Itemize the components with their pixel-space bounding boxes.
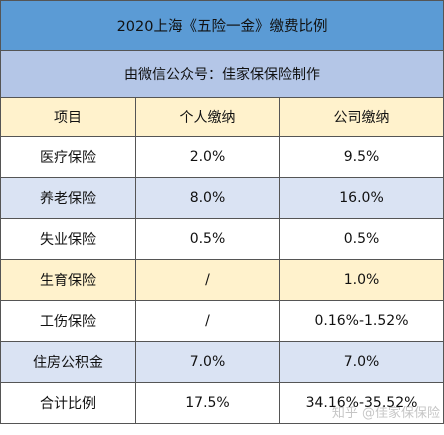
row-item: 养老保险 bbox=[0, 177, 136, 219]
row-personal: / bbox=[135, 300, 280, 342]
row-company: 1.0% bbox=[278, 259, 444, 301]
table-row: 生育保险 / 1.0% bbox=[0, 259, 444, 301]
row-item: 合计比例 bbox=[0, 382, 136, 424]
row-item: 住房公积金 bbox=[0, 341, 136, 383]
row-company: 0.5% bbox=[278, 218, 444, 260]
title-row: 2020上海《五险一金》缴费比例 bbox=[0, 0, 444, 51]
table-subtitle: 由微信公众号：佳家保保险制作 bbox=[0, 50, 444, 98]
table-row: 医疗保险 2.0% 9.5% bbox=[0, 136, 444, 178]
row-item: 生育保险 bbox=[0, 259, 136, 301]
table-row: 养老保险 8.0% 16.0% bbox=[0, 177, 444, 219]
row-company: 34.16%-35.52% bbox=[278, 382, 444, 424]
row-company: 7.0% bbox=[278, 341, 444, 383]
subtitle-row: 由微信公众号：佳家保保险制作 bbox=[0, 50, 444, 98]
table-row-total: 合计比例 17.5% 34.16%-35.52% bbox=[0, 382, 444, 424]
header-item: 项目 bbox=[0, 97, 136, 137]
table-row: 失业保险 0.5% 0.5% bbox=[0, 218, 444, 260]
row-company: 16.0% bbox=[278, 177, 444, 219]
table-row: 工伤保险 / 0.16%-1.52% bbox=[0, 300, 444, 342]
row-item: 工伤保险 bbox=[0, 300, 136, 342]
header-company: 公司缴纳 bbox=[278, 97, 444, 137]
header-personal: 个人缴纳 bbox=[135, 97, 280, 137]
header-row: 项目 个人缴纳 公司缴纳 bbox=[0, 97, 444, 137]
table-title: 2020上海《五险一金》缴费比例 bbox=[0, 0, 444, 51]
row-item: 医疗保险 bbox=[0, 136, 136, 178]
contribution-table: 2020上海《五险一金》缴费比例 由微信公众号：佳家保保险制作 项目 个人缴纳 … bbox=[0, 0, 444, 424]
row-personal: 0.5% bbox=[135, 218, 280, 260]
row-personal: 8.0% bbox=[135, 177, 280, 219]
table-row: 住房公积金 7.0% 7.0% bbox=[0, 341, 444, 383]
row-company: 9.5% bbox=[278, 136, 444, 178]
row-personal: 17.5% bbox=[135, 382, 280, 424]
row-item: 失业保险 bbox=[0, 218, 136, 260]
row-company: 0.16%-1.52% bbox=[278, 300, 444, 342]
row-personal: / bbox=[135, 259, 280, 301]
row-personal: 7.0% bbox=[135, 341, 280, 383]
row-personal: 2.0% bbox=[135, 136, 280, 178]
